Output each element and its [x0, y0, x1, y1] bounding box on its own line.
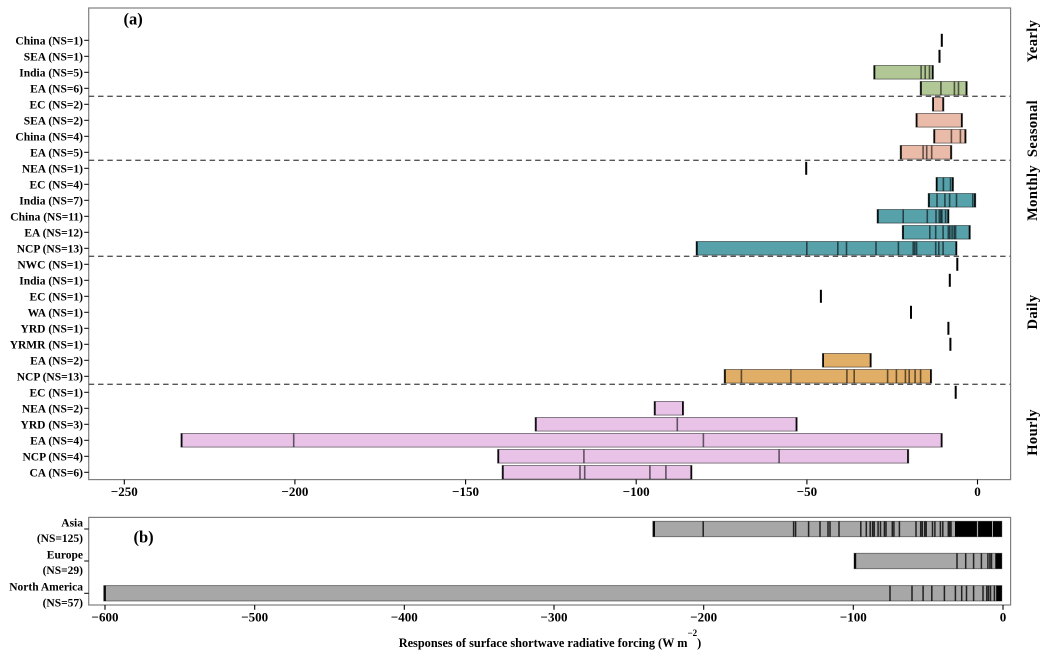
svg-text:EC (NS=1): EC (NS=1)	[29, 291, 83, 303]
svg-text:CA (NS=6): CA (NS=6)	[29, 467, 83, 479]
svg-text:0: 0	[1000, 609, 1007, 624]
svg-text:China (NS=4): China (NS=4)	[15, 131, 83, 143]
svg-text:YRD (NS=3): YRD (NS=3)	[21, 419, 84, 431]
svg-text:NCP (NS=13): NCP (NS=13)	[17, 243, 83, 255]
svg-text:−300: −300	[541, 609, 568, 624]
svg-text:EA (NS=6): EA (NS=6)	[30, 83, 83, 95]
svg-text:EA (NS=2): EA (NS=2)	[30, 355, 83, 367]
svg-text:EA (NS=4): EA (NS=4)	[30, 435, 83, 447]
svg-text:(NS=125): (NS=125)	[37, 533, 83, 545]
svg-text:Seasonal: Seasonal	[1025, 100, 1041, 157]
svg-text:North America: North America	[9, 582, 83, 594]
svg-text:−200: −200	[281, 484, 308, 499]
svg-text:EC (NS=2): EC (NS=2)	[29, 99, 83, 111]
svg-text:EC (NS=4): EC (NS=4)	[29, 179, 83, 191]
svg-text:China (NS=11): China (NS=11)	[10, 211, 83, 223]
svg-text:NCP (NS=13): NCP (NS=13)	[17, 371, 83, 383]
svg-text:NCP (NS=4): NCP (NS=4)	[22, 451, 83, 463]
svg-text:Europe: Europe	[47, 549, 83, 561]
svg-text:India (NS=5): India (NS=5)	[19, 67, 83, 79]
svg-text:NEA (NS=2): NEA (NS=2)	[22, 403, 83, 415]
svg-text:India (NS=1): India (NS=1)	[19, 275, 83, 287]
svg-text:−150: −150	[452, 484, 479, 499]
svg-text:NWC (NS=1): NWC (NS=1)	[17, 259, 83, 271]
svg-text:−200: −200	[690, 609, 717, 624]
svg-text:EA (NS=12): EA (NS=12)	[24, 227, 83, 239]
svg-text:−100: −100	[623, 484, 650, 499]
svg-text:(a): (a)	[124, 9, 143, 28]
svg-text:−400: −400	[391, 609, 418, 624]
svg-text:(NS=57): (NS=57)	[43, 597, 84, 609]
svg-text:0: 0	[974, 484, 981, 499]
svg-text:Daily: Daily	[1025, 294, 1041, 329]
svg-text:(NS=29): (NS=29)	[43, 565, 84, 577]
svg-text:China (NS=1): China (NS=1)	[15, 35, 83, 47]
svg-text:YRMR (NS=1): YRMR (NS=1)	[10, 339, 83, 351]
svg-text:SEA (NS=2): SEA (NS=2)	[24, 115, 83, 127]
svg-text:Hourly: Hourly	[1025, 409, 1041, 456]
svg-text:−100: −100	[840, 609, 867, 624]
svg-text:NEA (NS=1): NEA (NS=1)	[22, 163, 83, 175]
svg-text:WA (NS=1): WA (NS=1)	[28, 307, 84, 319]
svg-text:−50: −50	[797, 484, 817, 499]
svg-text:Monthly: Monthly	[1025, 165, 1041, 221]
svg-text:YRD (NS=1): YRD (NS=1)	[21, 323, 84, 335]
svg-text:SEA (NS=1): SEA (NS=1)	[24, 51, 83, 63]
svg-text:(b): (b)	[134, 528, 154, 547]
svg-text:India (NS=7): India (NS=7)	[19, 195, 83, 207]
svg-text:EC (NS=1): EC (NS=1)	[29, 387, 83, 399]
svg-text:−600: −600	[92, 609, 119, 624]
svg-text:−250: −250	[111, 484, 138, 499]
svg-text:EA (NS=5): EA (NS=5)	[30, 147, 83, 159]
svg-text:Asia: Asia	[61, 517, 83, 529]
svg-text:−500: −500	[241, 609, 268, 624]
svg-text:Yearly: Yearly	[1025, 19, 1041, 62]
